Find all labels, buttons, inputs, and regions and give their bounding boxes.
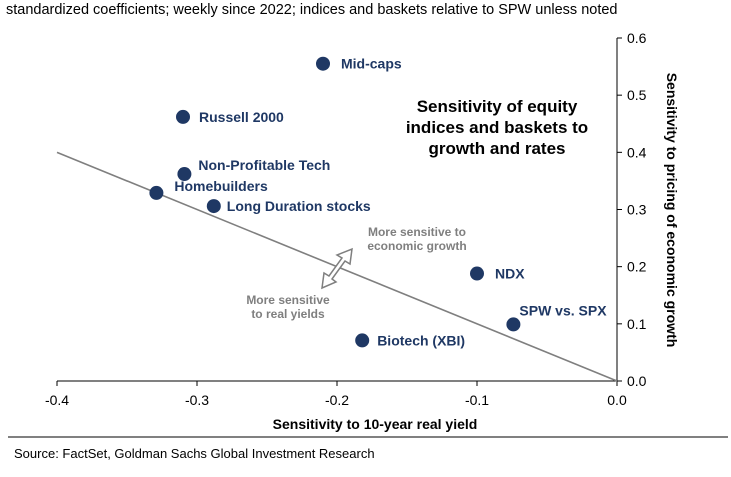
growth-annotation: economic growth — [367, 239, 466, 253]
y-tick-label: 0.3 — [627, 202, 647, 218]
source-note: Source: FactSet, Goldman Sachs Global In… — [14, 446, 375, 461]
scatter-point — [206, 199, 221, 214]
point-label: Mid-caps — [341, 56, 402, 72]
x-tick-label: 0.0 — [607, 392, 627, 408]
scatter-point — [506, 317, 521, 332]
scatter-point — [177, 167, 192, 182]
y-tick-label: 0.0 — [627, 373, 647, 389]
scatter-point — [316, 56, 330, 71]
rates-annotation: More sensitive — [246, 293, 330, 307]
y-tick-label: 0.1 — [627, 316, 647, 332]
chart-title-line: indices and baskets to — [406, 118, 588, 137]
growth-annotation: More sensitive to — [368, 225, 466, 239]
point-label: Russell 2000 — [199, 109, 284, 125]
scatter-point — [470, 266, 484, 281]
x-axis-title: Sensitivity to 10-year real yield — [273, 416, 478, 432]
point-label: SPW vs. SPX — [519, 302, 607, 318]
point-label: Non-Profitable Tech — [198, 157, 330, 173]
chart-subtitle: standardized coefficients; weekly since … — [6, 2, 618, 18]
y-tick-label: 0.6 — [627, 30, 647, 46]
x-tick-label: -0.4 — [45, 392, 69, 408]
rates-annotation: to real yields — [251, 307, 325, 321]
y-tick-label: 0.2 — [627, 259, 647, 275]
x-tick-label: -0.1 — [465, 392, 489, 408]
chart-title-line: Sensitivity of equity — [417, 97, 578, 116]
point-label: Long Duration stocks — [227, 198, 371, 214]
double-arrow-icon — [321, 247, 353, 290]
chart-title-line: growth and rates — [429, 139, 566, 158]
scatter-point — [355, 333, 370, 348]
scatter-point — [176, 109, 190, 124]
y-tick-label: 0.4 — [627, 144, 647, 160]
point-label: NDX — [495, 266, 525, 282]
scatter-point — [149, 185, 164, 200]
y-tick-label: 0.5 — [627, 87, 647, 103]
point-label: Biotech (XBI) — [377, 332, 465, 348]
x-tick-label: -0.2 — [325, 392, 349, 408]
y-axis-title: Sensitivity to pricing of economic growt… — [664, 73, 680, 348]
point-label: Homebuilders — [174, 178, 268, 194]
x-tick-label: -0.3 — [185, 392, 209, 408]
